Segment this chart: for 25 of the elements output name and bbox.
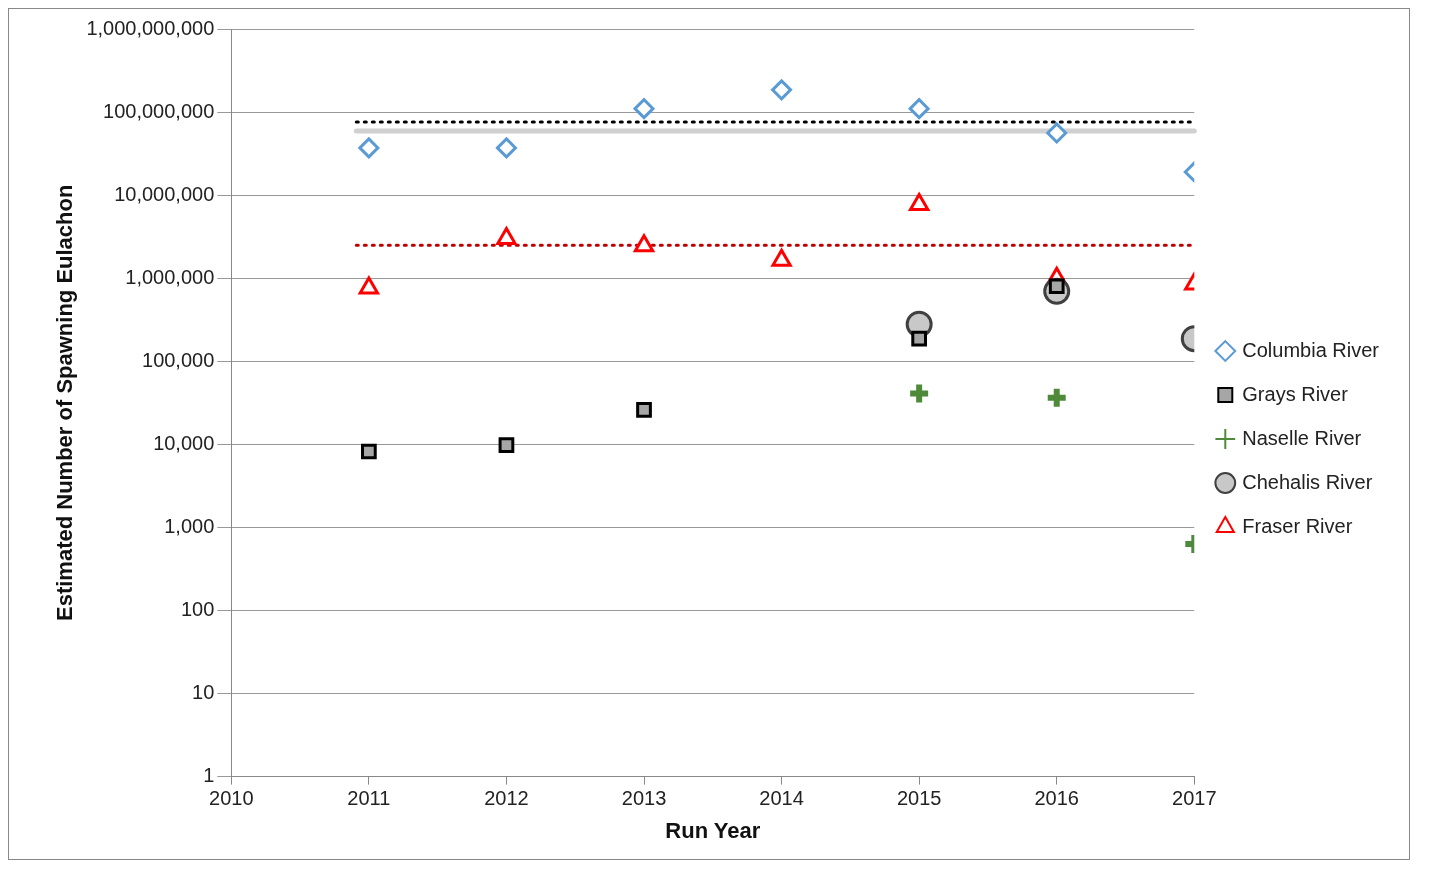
- y-tick-label: 1: [203, 764, 215, 787]
- x-tick-label: 2014: [759, 787, 804, 810]
- y-tick-label: 1,000: [164, 514, 215, 537]
- legend-label: Fraser River: [1242, 514, 1353, 537]
- x-tick-label: 2011: [347, 787, 391, 810]
- y-tick-label: 10,000,000: [114, 182, 215, 205]
- y-tick-label: 10,000: [153, 431, 215, 454]
- y-tick-label: 1,000,000,000: [86, 16, 215, 39]
- legend-label: Columbia River: [1242, 338, 1380, 361]
- y-axis-title: Estimated Number of Spawning Eulachon: [52, 184, 78, 621]
- legend-label: Grays River: [1242, 382, 1349, 405]
- y-tick-label: 100: [180, 597, 215, 620]
- y-tick-label: 1,000,000: [125, 265, 215, 288]
- y-tick-label: 100,000,000: [103, 99, 215, 122]
- y-tick-label: 100,000: [142, 348, 215, 371]
- x-tick-label: 2010: [209, 787, 254, 810]
- legend-label: Chehalis River: [1242, 470, 1373, 493]
- x-tick-label: 2013: [621, 787, 667, 810]
- x-tick-label: 2012: [484, 787, 529, 810]
- y-tick-label: 10: [192, 681, 215, 704]
- x-tick-label: 2017: [1172, 787, 1217, 810]
- x-tick-label: 2015: [896, 787, 942, 810]
- x-axis-title: Run Year: [665, 817, 761, 843]
- x-tick-label: 2016: [1034, 787, 1079, 810]
- legend-label: Naselle River: [1242, 426, 1362, 449]
